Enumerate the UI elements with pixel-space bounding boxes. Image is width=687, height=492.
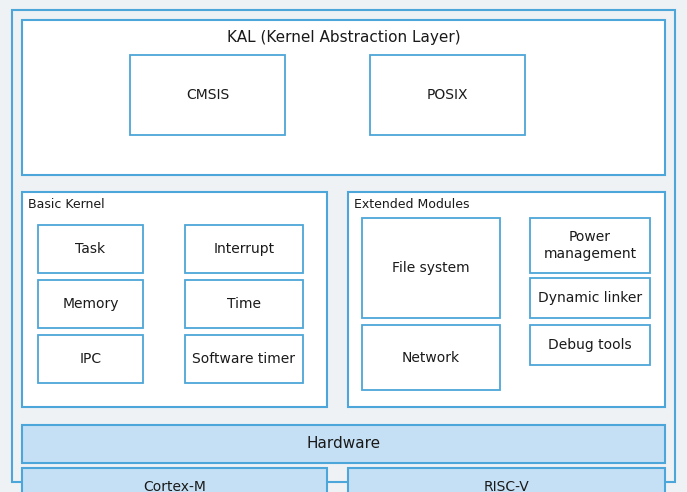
FancyBboxPatch shape	[38, 225, 143, 273]
Text: Extended Modules: Extended Modules	[354, 198, 469, 211]
Text: Power
management: Power management	[543, 230, 637, 261]
Text: File system: File system	[392, 261, 470, 275]
Text: Interrupt: Interrupt	[214, 242, 275, 256]
FancyBboxPatch shape	[530, 278, 650, 318]
Text: KAL (Kernel Abstraction Layer): KAL (Kernel Abstraction Layer)	[227, 30, 460, 45]
FancyBboxPatch shape	[185, 335, 303, 383]
FancyBboxPatch shape	[185, 225, 303, 273]
FancyBboxPatch shape	[130, 55, 285, 135]
Text: Network: Network	[402, 350, 460, 365]
FancyBboxPatch shape	[22, 468, 327, 492]
Text: CMSIS: CMSIS	[186, 88, 229, 102]
Text: Hardware: Hardware	[306, 436, 381, 452]
FancyBboxPatch shape	[22, 192, 327, 407]
Text: Cortex-M: Cortex-M	[143, 480, 206, 492]
Text: Dynamic linker: Dynamic linker	[538, 291, 642, 305]
FancyBboxPatch shape	[362, 218, 500, 318]
FancyBboxPatch shape	[38, 335, 143, 383]
Text: Time: Time	[227, 297, 261, 311]
FancyBboxPatch shape	[38, 280, 143, 328]
FancyBboxPatch shape	[348, 192, 665, 407]
Text: IPC: IPC	[80, 352, 102, 366]
Text: Task: Task	[76, 242, 106, 256]
FancyBboxPatch shape	[530, 218, 650, 273]
FancyBboxPatch shape	[348, 468, 665, 492]
Text: RISC-V: RISC-V	[484, 480, 530, 492]
Text: Basic Kernel: Basic Kernel	[28, 198, 104, 211]
Text: Software timer: Software timer	[192, 352, 295, 366]
FancyBboxPatch shape	[530, 325, 650, 365]
Text: Debug tools: Debug tools	[548, 338, 632, 352]
FancyBboxPatch shape	[22, 20, 665, 175]
Text: Memory: Memory	[63, 297, 119, 311]
FancyBboxPatch shape	[22, 425, 665, 463]
Text: POSIX: POSIX	[427, 88, 469, 102]
FancyBboxPatch shape	[362, 325, 500, 390]
FancyBboxPatch shape	[12, 10, 675, 482]
FancyBboxPatch shape	[185, 280, 303, 328]
FancyBboxPatch shape	[370, 55, 525, 135]
